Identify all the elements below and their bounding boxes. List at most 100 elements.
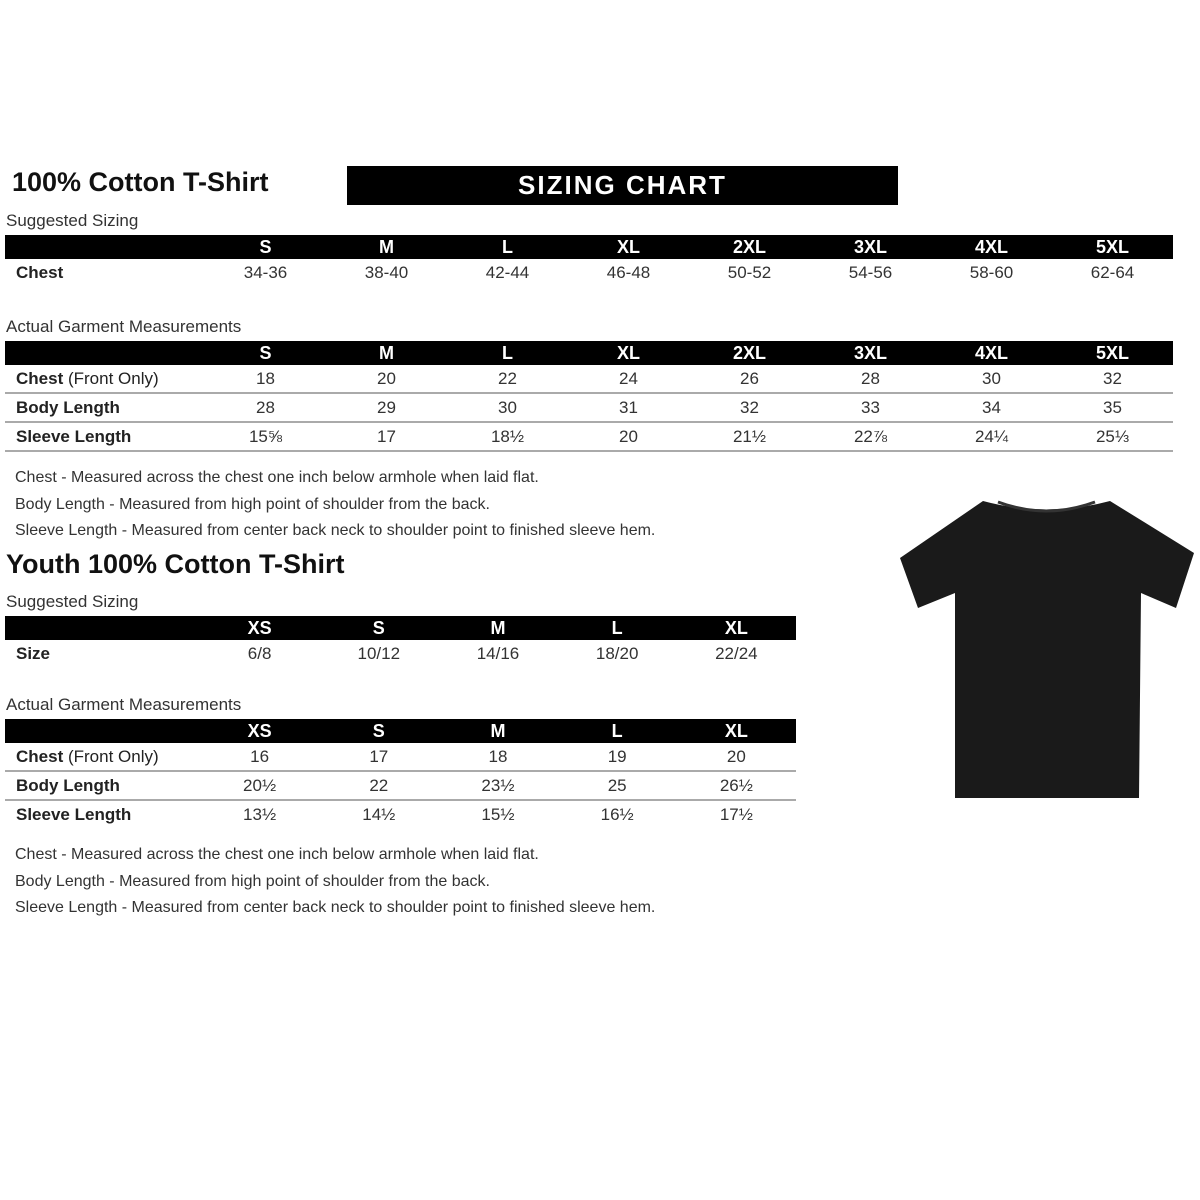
row-label-text: Size [16,643,51,663]
sizing-chart-banner: SIZING CHART [347,166,898,205]
table-cell: 23½ [438,771,558,801]
table-row: Chest (Front Only) 18 20 22 24 26 28 30 32 [5,365,1173,394]
adult-actual-table: S M L XL 2XL 3XL 4XL 5XL Chest (Front Only) 18 20 2… [5,341,1173,452]
table-cell: 42-44 [485,262,530,282]
row-label: Body Length [5,393,205,423]
row-label-text: Body Length [16,397,120,417]
size-header-row: XS S M L XL [5,719,796,743]
youth-actual-label: Actual Garment Measurements [6,695,242,714]
note-chest: Chest - Measured across the chest one in… [15,469,539,486]
table-cell: 26½ [676,771,796,801]
table-cell: 17 [319,743,439,772]
size-header: 5XL [1052,235,1173,259]
row-label-text: Chest [16,368,64,388]
size-header: M [438,616,558,640]
table-cell: 25 [557,771,677,801]
table-cell: 18 [205,365,326,394]
row-label: Sleeve Length [5,800,200,828]
table-cell: 20 [326,365,447,394]
table-cell: 28 [810,365,931,394]
size-header: 5XL [1052,341,1173,365]
youth-suggested-table: XS S M L XL Size 6/8 10/12 14/16 18/20 22/24 [5,616,796,667]
table-cell: 28 [205,393,326,423]
size-header: XL [676,719,796,743]
table-cell: 20 [619,426,638,446]
table-cell: 18½ [490,426,525,446]
table-row: Size 6/8 10/12 14/16 18/20 22/24 [5,640,796,667]
note-sleeve-length: Sleeve Length - Measured from center bac… [15,522,656,539]
size-header: XL [676,616,796,640]
note-body-length: Body Length - Measured from high point o… [15,495,490,513]
row-label-text: Chest [16,746,64,766]
table-cell: 34-36 [243,262,288,282]
youth-title: Youth 100% Cotton T-Shirt [6,549,345,579]
row-label: Chest [5,259,205,286]
table-cell: 16 [200,743,320,772]
row-label: Sleeve Length [5,422,205,451]
row-label-suffix: (Front Only) [63,368,159,388]
table-cell: 58-60 [969,262,1014,282]
size-header: S [319,719,439,743]
size-header: M [438,719,558,743]
header-blank [5,235,205,259]
row-label-text: Body Length [16,775,120,795]
adult-notes: Chest - Measured across the chest one in… [15,465,655,545]
table-cell: 18 [438,743,558,772]
size-header: 2XL [689,341,810,365]
table-cell: 31 [568,393,689,423]
table-cell: 25⅓ [1095,426,1130,446]
table-cell: 30 [931,365,1052,394]
table-cell: 38-40 [364,262,409,282]
table-cell: 46-48 [606,262,651,282]
table-cell: 54-56 [848,262,893,282]
size-header: XS [200,616,320,640]
table-cell: 24 [568,365,689,394]
size-header: L [557,719,677,743]
adult-suggested-label: Suggested Sizing [6,211,139,230]
table-cell: 33 [810,393,931,423]
youth-notes: Chest - Measured across the chest one in… [15,842,655,922]
table-cell: 22 [447,365,568,394]
table-cell: 17½ [719,804,753,824]
table-cell: 20 [676,743,796,772]
adult-actual-label: Actual Garment Measurements [6,317,242,336]
table-cell: 22 [319,771,439,801]
size-header: L [447,341,568,365]
row-label-text: Sleeve Length [16,426,132,446]
table-cell: 24¼ [974,426,1009,446]
table-row: Body Length 28 29 30 31 32 33 34 35 [5,393,1173,423]
youth-suggested-label: Suggested Sizing [6,592,139,611]
table-row: Sleeve Length 15⅝ 17 18½ 20 21½ 22⅞ 24¼ 25⅓ [5,422,1173,451]
header-blank [5,616,200,640]
table-cell: 30 [447,393,568,423]
table-cell: 18/20 [595,643,639,663]
size-header: 4XL [931,235,1052,259]
size-header: L [557,616,677,640]
table-cell: 16½ [600,804,634,824]
table-cell: 20½ [200,771,320,801]
tshirt-collar [997,500,1096,513]
size-header: XS [200,719,320,743]
size-header: 3XL [810,235,931,259]
size-header: XL [568,235,689,259]
header-blank [5,719,200,743]
table-cell: 32 [1052,365,1173,394]
size-header: S [319,616,439,640]
table-cell: 35 [1052,393,1173,423]
tshirt-icon [900,500,1194,798]
size-header: 4XL [931,341,1052,365]
table-cell: 6/8 [247,643,272,663]
size-header-row: XS S M L XL [5,616,796,640]
row-label: Chest (Front Only) [5,365,205,394]
row-label-text: Chest [16,262,64,282]
size-header: XL [568,341,689,365]
size-header-row: S M L XL 2XL 3XL 4XL 5XL [5,235,1173,259]
size-header: S [205,235,326,259]
table-cell: 15⅝ [248,426,283,446]
table-row: Sleeve Length 13½ 14½ 15½ 16½ 17½ [5,800,796,828]
table-cell: 14/16 [476,643,520,663]
size-header: 3XL [810,341,931,365]
table-cell: 34 [931,393,1052,423]
table-row: Chest (Front Only) 16 17 18 19 20 [5,743,796,772]
